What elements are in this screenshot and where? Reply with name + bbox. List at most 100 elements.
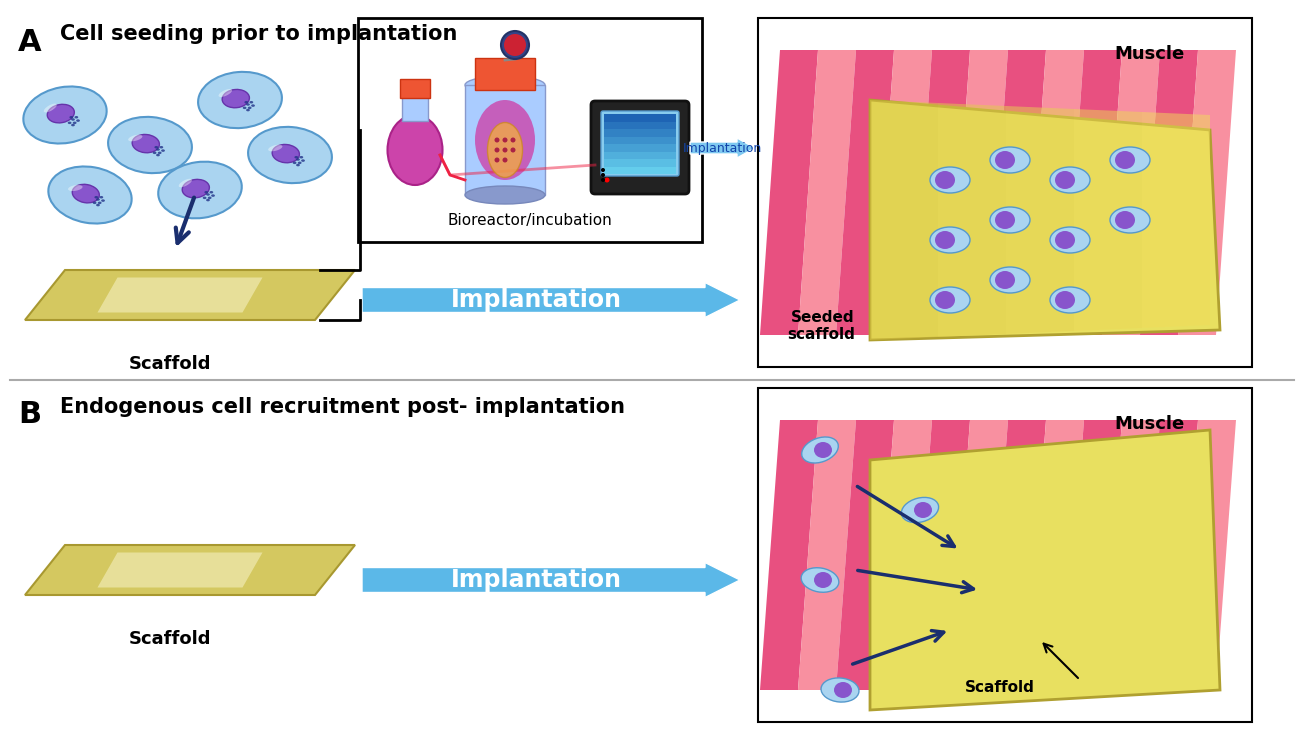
- Ellipse shape: [510, 137, 515, 143]
- Text: Bioreactor/incubation: Bioreactor/incubation: [447, 213, 613, 228]
- Text: Scaffold: Scaffold: [965, 680, 1035, 695]
- Ellipse shape: [211, 194, 215, 197]
- Ellipse shape: [475, 100, 535, 180]
- Text: Endogenous cell recruitment post- implantation: Endogenous cell recruitment post- implan…: [60, 397, 625, 417]
- Ellipse shape: [995, 211, 1015, 229]
- Ellipse shape: [68, 122, 72, 124]
- Ellipse shape: [494, 157, 499, 163]
- Ellipse shape: [158, 162, 241, 218]
- Ellipse shape: [206, 193, 210, 196]
- Ellipse shape: [801, 568, 838, 592]
- Ellipse shape: [501, 31, 529, 59]
- Text: A: A: [18, 28, 42, 57]
- Polygon shape: [836, 50, 895, 335]
- Text: Cell seeding prior to implantation: Cell seeding prior to implantation: [60, 24, 458, 44]
- Ellipse shape: [1050, 227, 1090, 253]
- Ellipse shape: [210, 191, 214, 194]
- Polygon shape: [1102, 50, 1161, 335]
- Ellipse shape: [297, 162, 301, 164]
- Ellipse shape: [246, 103, 250, 106]
- Ellipse shape: [202, 197, 206, 199]
- Polygon shape: [1064, 50, 1121, 335]
- FancyArrow shape: [363, 562, 739, 598]
- Ellipse shape: [93, 202, 96, 204]
- Polygon shape: [1178, 420, 1236, 690]
- Ellipse shape: [901, 497, 939, 522]
- Ellipse shape: [249, 101, 253, 103]
- Ellipse shape: [72, 118, 74, 120]
- Ellipse shape: [159, 146, 163, 149]
- Polygon shape: [1064, 420, 1121, 690]
- Ellipse shape: [132, 134, 159, 153]
- Ellipse shape: [502, 137, 507, 143]
- Ellipse shape: [510, 148, 515, 152]
- Text: Seeded
scaffold: Seeded scaffold: [788, 310, 855, 342]
- Ellipse shape: [96, 198, 100, 201]
- Ellipse shape: [995, 151, 1015, 169]
- Polygon shape: [911, 420, 970, 690]
- Ellipse shape: [72, 124, 74, 126]
- Polygon shape: [25, 545, 355, 595]
- Ellipse shape: [183, 180, 210, 198]
- Ellipse shape: [301, 160, 305, 162]
- Text: Muscle: Muscle: [1115, 45, 1185, 63]
- Polygon shape: [798, 50, 855, 335]
- Polygon shape: [951, 420, 1008, 690]
- Ellipse shape: [914, 502, 932, 518]
- FancyArrow shape: [690, 138, 755, 158]
- Ellipse shape: [156, 154, 160, 157]
- Polygon shape: [1140, 420, 1198, 690]
- Polygon shape: [1102, 420, 1161, 690]
- Bar: [604, 166, 675, 174]
- Ellipse shape: [814, 442, 832, 458]
- Ellipse shape: [488, 123, 523, 177]
- Polygon shape: [1074, 109, 1142, 331]
- Polygon shape: [874, 420, 932, 690]
- Ellipse shape: [494, 137, 499, 143]
- Polygon shape: [1140, 50, 1198, 335]
- Ellipse shape: [99, 196, 103, 199]
- Bar: [466, 85, 545, 195]
- Ellipse shape: [206, 199, 210, 201]
- FancyBboxPatch shape: [601, 111, 679, 176]
- Polygon shape: [870, 100, 1221, 340]
- Ellipse shape: [47, 104, 74, 123]
- Polygon shape: [988, 420, 1046, 690]
- Ellipse shape: [74, 116, 78, 118]
- Ellipse shape: [601, 168, 605, 172]
- Ellipse shape: [94, 196, 98, 199]
- Ellipse shape: [154, 146, 158, 149]
- Ellipse shape: [505, 34, 526, 56]
- Ellipse shape: [128, 134, 142, 141]
- Text: Implantation: Implantation: [683, 141, 762, 154]
- Ellipse shape: [995, 271, 1015, 289]
- Ellipse shape: [292, 162, 296, 164]
- Text: B: B: [18, 400, 42, 429]
- Ellipse shape: [252, 104, 254, 107]
- Ellipse shape: [1055, 231, 1074, 249]
- Ellipse shape: [1055, 171, 1074, 189]
- Ellipse shape: [802, 437, 838, 463]
- Ellipse shape: [44, 103, 57, 112]
- Ellipse shape: [930, 287, 970, 313]
- Ellipse shape: [990, 267, 1030, 293]
- Ellipse shape: [69, 116, 73, 118]
- Text: Implantation: Implantation: [450, 568, 622, 592]
- Polygon shape: [874, 50, 932, 335]
- Ellipse shape: [822, 678, 859, 702]
- Text: Muscle: Muscle: [1115, 415, 1185, 433]
- Ellipse shape: [605, 177, 609, 183]
- Polygon shape: [938, 103, 1005, 337]
- FancyBboxPatch shape: [359, 18, 702, 242]
- Ellipse shape: [248, 106, 252, 109]
- Ellipse shape: [1050, 287, 1090, 313]
- Polygon shape: [870, 100, 938, 340]
- Ellipse shape: [244, 101, 248, 103]
- FancyBboxPatch shape: [591, 101, 689, 194]
- Ellipse shape: [96, 204, 100, 206]
- Ellipse shape: [387, 115, 442, 185]
- Bar: [604, 144, 675, 151]
- Polygon shape: [1142, 112, 1210, 328]
- FancyBboxPatch shape: [400, 79, 430, 98]
- Polygon shape: [988, 50, 1046, 335]
